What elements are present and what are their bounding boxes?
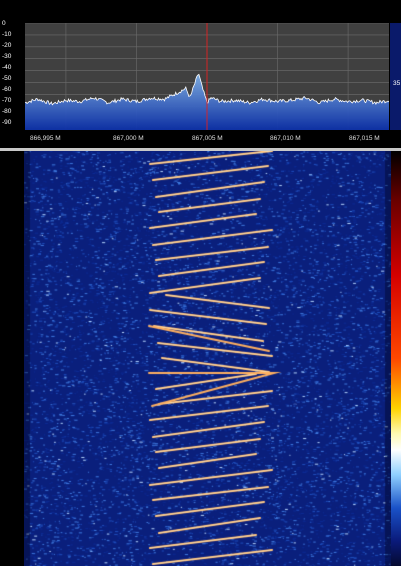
waterfall-display[interactable]: [24, 151, 391, 566]
panel-splitter[interactable]: [0, 148, 401, 151]
x-tick-label: 867,000 M: [113, 135, 144, 142]
y-tick-label: -20: [2, 42, 12, 49]
spectrum-fill: [25, 74, 389, 130]
y-tick-label: -30: [2, 53, 12, 60]
y-tick-label: -50: [2, 75, 12, 82]
x-tick-label: 867,010 M: [270, 135, 301, 142]
y-tick-label: -80: [2, 108, 12, 115]
y-tick-label: 0: [2, 20, 6, 27]
y-tick-label: -10: [2, 31, 12, 38]
x-tick-label: 867,015 M: [349, 135, 380, 142]
level-slider[interactable]: [390, 23, 401, 130]
y-tick-label: -60: [2, 86, 12, 93]
spectrum-plot[interactable]: [25, 23, 389, 130]
waterfall-colorbar: [391, 151, 401, 566]
x-tick-label: 866,995 M: [30, 135, 61, 142]
y-tick-label: -90: [2, 119, 12, 126]
x-tick-label: 867,005 M: [192, 135, 223, 142]
spectrum-svg: [25, 23, 389, 130]
y-tick-label: -40: [2, 64, 12, 71]
spectrum-panel: 0 -10 -20 -30 -40 -50 -60 -70 -80 -90 86…: [0, 0, 401, 148]
level-readout: 35: [393, 80, 401, 87]
y-tick-label: -70: [2, 97, 12, 104]
